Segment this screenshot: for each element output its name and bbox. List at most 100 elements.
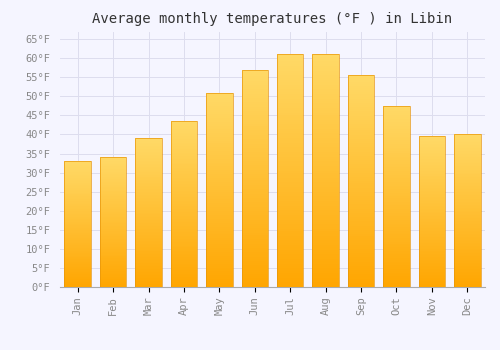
Bar	[170, 188, 197, 189]
Bar	[312, 168, 339, 171]
Bar	[418, 245, 445, 246]
Bar	[206, 285, 233, 287]
Bar	[383, 253, 409, 254]
Bar	[206, 157, 233, 159]
Bar	[454, 188, 480, 189]
Bar	[100, 282, 126, 283]
Bar	[312, 117, 339, 119]
Bar	[100, 232, 126, 234]
Bar	[136, 263, 162, 265]
Bar	[170, 168, 197, 169]
Bar	[242, 246, 268, 248]
Bar	[170, 262, 197, 264]
Bar	[277, 250, 303, 252]
Bar	[418, 201, 445, 203]
Bar	[277, 78, 303, 80]
Bar	[277, 92, 303, 94]
Bar	[418, 184, 445, 186]
Bar	[136, 138, 162, 287]
Bar	[170, 179, 197, 181]
Bar	[312, 238, 339, 240]
Bar	[170, 269, 197, 271]
Bar	[170, 214, 197, 216]
Bar	[348, 236, 374, 238]
Bar	[206, 176, 233, 178]
Bar	[136, 187, 162, 189]
Bar	[206, 215, 233, 217]
Bar	[418, 251, 445, 252]
Bar	[454, 238, 480, 240]
Bar	[206, 114, 233, 116]
Bar	[136, 208, 162, 210]
Bar	[348, 122, 374, 124]
Bar	[383, 139, 409, 140]
Bar	[100, 158, 126, 287]
Bar	[277, 161, 303, 164]
Bar	[383, 149, 409, 151]
Bar	[136, 243, 162, 244]
Bar	[206, 211, 233, 213]
Bar	[348, 209, 374, 211]
Bar	[170, 201, 197, 202]
Bar	[348, 198, 374, 200]
Bar	[170, 240, 197, 242]
Bar	[136, 220, 162, 222]
Bar	[383, 193, 409, 195]
Bar	[100, 248, 126, 250]
Bar	[100, 158, 126, 159]
Bar	[418, 169, 445, 171]
Bar	[206, 264, 233, 266]
Bar	[170, 257, 197, 259]
Bar	[136, 205, 162, 207]
Bar	[277, 136, 303, 138]
Bar	[277, 154, 303, 157]
Bar	[383, 224, 409, 225]
Bar	[206, 98, 233, 100]
Bar	[277, 133, 303, 136]
Bar	[454, 145, 480, 147]
Bar	[418, 240, 445, 242]
Bar	[348, 188, 374, 190]
Bar	[170, 121, 197, 287]
Bar	[64, 257, 91, 258]
Bar	[100, 221, 126, 222]
Bar	[348, 152, 374, 154]
Bar	[64, 195, 91, 196]
Bar	[136, 229, 162, 231]
Bar	[242, 283, 268, 285]
Bar	[383, 108, 409, 110]
Bar	[170, 176, 197, 177]
Bar	[242, 265, 268, 267]
Bar	[454, 136, 480, 138]
Bar	[312, 250, 339, 252]
Bar	[100, 223, 126, 225]
Bar	[242, 185, 268, 187]
Bar	[64, 169, 91, 170]
Bar	[206, 122, 233, 124]
Bar	[277, 131, 303, 133]
Bar	[348, 164, 374, 166]
Bar	[136, 192, 162, 193]
Bar	[418, 177, 445, 178]
Bar	[383, 244, 409, 245]
Bar	[64, 223, 91, 224]
Bar	[454, 144, 480, 145]
Bar	[418, 276, 445, 278]
Bar	[348, 206, 374, 209]
Bar	[64, 240, 91, 242]
Bar	[242, 102, 268, 104]
Bar	[277, 192, 303, 194]
Bar	[242, 135, 268, 137]
Bar	[454, 183, 480, 185]
Bar	[418, 171, 445, 173]
Bar	[277, 185, 303, 187]
Bar	[242, 72, 268, 74]
Bar	[277, 129, 303, 131]
Bar	[383, 147, 409, 149]
Bar	[312, 85, 339, 87]
Bar	[64, 274, 91, 276]
Bar	[312, 224, 339, 226]
Bar	[100, 230, 126, 231]
Bar	[100, 200, 126, 202]
Bar	[64, 242, 91, 243]
